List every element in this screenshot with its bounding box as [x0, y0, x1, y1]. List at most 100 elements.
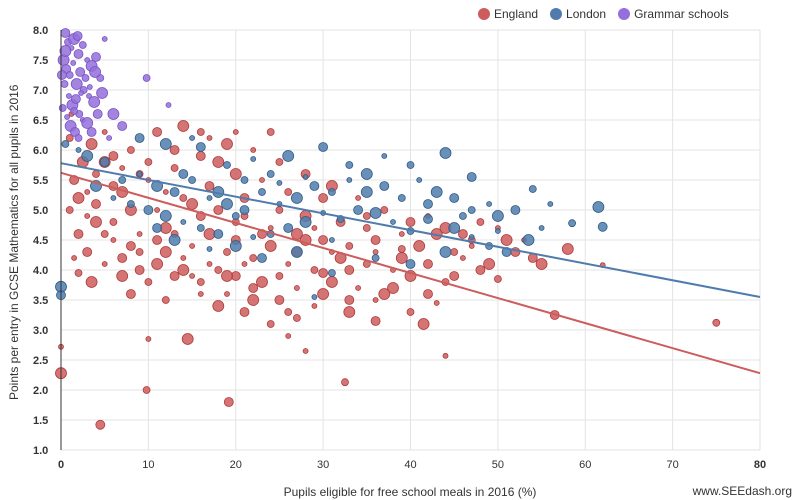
- point-grammar-schools[interactable]: [88, 96, 101, 108]
- point-england[interactable]: [73, 229, 84, 239]
- point-england[interactable]: [159, 246, 172, 258]
- point-england[interactable]: [457, 229, 468, 239]
- point-london[interactable]: [486, 201, 493, 207]
- point-england[interactable]: [264, 240, 277, 252]
- point-england[interactable]: [406, 308, 415, 316]
- point-london[interactable]: [360, 168, 373, 180]
- point-england[interactable]: [195, 151, 206, 161]
- point-london[interactable]: [430, 186, 443, 198]
- point-grammar-schools[interactable]: [96, 87, 108, 99]
- point-grammar-schools[interactable]: [73, 49, 84, 59]
- point-grammar-schools[interactable]: [60, 28, 71, 38]
- point-grammar-schools[interactable]: [86, 84, 93, 90]
- point-london[interactable]: [360, 186, 373, 198]
- point-england[interactable]: [90, 216, 102, 228]
- point-london[interactable]: [206, 195, 213, 201]
- point-london[interactable]: [134, 133, 145, 143]
- point-england[interactable]: [101, 129, 108, 135]
- point-london[interactable]: [221, 198, 233, 210]
- point-london[interactable]: [299, 216, 312, 228]
- point-england[interactable]: [179, 194, 188, 202]
- point-england[interactable]: [196, 278, 205, 286]
- point-london[interactable]: [169, 187, 180, 197]
- point-england[interactable]: [196, 128, 205, 136]
- point-england[interactable]: [459, 255, 466, 261]
- point-london[interactable]: [538, 225, 545, 231]
- point-england[interactable]: [197, 291, 204, 297]
- point-london[interactable]: [568, 219, 576, 228]
- point-england[interactable]: [362, 224, 371, 232]
- point-grammar-schools[interactable]: [89, 66, 101, 78]
- point-london[interactable]: [250, 234, 257, 240]
- point-england[interactable]: [92, 170, 100, 178]
- point-london[interactable]: [327, 188, 336, 196]
- point-england[interactable]: [180, 255, 187, 261]
- point-grammar-schools[interactable]: [165, 102, 172, 108]
- point-england[interactable]: [223, 397, 234, 407]
- point-london[interactable]: [258, 188, 266, 196]
- point-grammar-schools[interactable]: [91, 52, 101, 62]
- point-england[interactable]: [378, 288, 391, 300]
- point-england[interactable]: [169, 271, 180, 281]
- point-london[interactable]: [327, 269, 336, 277]
- point-england[interactable]: [535, 258, 548, 270]
- point-england[interactable]: [500, 234, 513, 246]
- point-england[interactable]: [310, 266, 319, 274]
- point-england[interactable]: [206, 261, 213, 267]
- point-england[interactable]: [169, 145, 180, 155]
- point-england[interactable]: [162, 189, 169, 195]
- point-england[interactable]: [442, 352, 449, 359]
- point-england[interactable]: [423, 289, 433, 299]
- point-england[interactable]: [72, 192, 85, 204]
- point-london[interactable]: [151, 180, 164, 192]
- point-grammar-schools[interactable]: [101, 36, 108, 42]
- point-london[interactable]: [311, 294, 318, 300]
- point-london[interactable]: [494, 228, 501, 234]
- point-london[interactable]: [439, 246, 452, 258]
- point-london[interactable]: [110, 195, 117, 201]
- point-england[interactable]: [256, 276, 268, 288]
- point-london[interactable]: [231, 212, 240, 220]
- point-london[interactable]: [239, 205, 250, 215]
- point-england[interactable]: [284, 188, 293, 196]
- point-grammar-schools[interactable]: [70, 60, 77, 66]
- point-grammar-schools[interactable]: [70, 107, 78, 115]
- point-england[interactable]: [85, 138, 98, 150]
- point-england[interactable]: [135, 248, 144, 256]
- point-england[interactable]: [468, 243, 475, 249]
- point-england[interactable]: [397, 245, 406, 253]
- point-london[interactable]: [152, 223, 163, 233]
- point-england[interactable]: [275, 272, 284, 280]
- point-england[interactable]: [311, 225, 318, 231]
- point-london[interactable]: [206, 246, 213, 252]
- point-england[interactable]: [126, 146, 135, 154]
- point-england[interactable]: [177, 120, 190, 132]
- point-england[interactable]: [387, 282, 399, 294]
- point-london[interactable]: [439, 147, 452, 159]
- point-england[interactable]: [177, 264, 190, 276]
- point-london[interactable]: [405, 259, 416, 269]
- point-england[interactable]: [475, 265, 486, 275]
- point-england[interactable]: [74, 269, 83, 277]
- point-england[interactable]: [423, 259, 433, 269]
- point-england[interactable]: [203, 228, 216, 240]
- point-grammar-schools[interactable]: [81, 117, 94, 129]
- point-england[interactable]: [214, 266, 223, 274]
- point-grammar-schools[interactable]: [59, 45, 72, 57]
- point-london[interactable]: [283, 223, 294, 233]
- point-england[interactable]: [186, 198, 199, 210]
- point-england[interactable]: [259, 177, 265, 183]
- point-london[interactable]: [229, 240, 242, 252]
- point-england[interactable]: [325, 276, 338, 288]
- point-england[interactable]: [275, 158, 284, 166]
- point-england[interactable]: [101, 261, 108, 267]
- point-london[interactable]: [458, 212, 467, 220]
- point-london[interactable]: [188, 176, 197, 184]
- point-england[interactable]: [248, 283, 259, 293]
- point-london[interactable]: [547, 201, 554, 207]
- point-london[interactable]: [168, 234, 181, 246]
- point-london[interactable]: [126, 200, 135, 208]
- point-grammar-schools[interactable]: [117, 121, 128, 131]
- point-grammar-schools[interactable]: [78, 41, 87, 49]
- point-london[interactable]: [390, 219, 396, 225]
